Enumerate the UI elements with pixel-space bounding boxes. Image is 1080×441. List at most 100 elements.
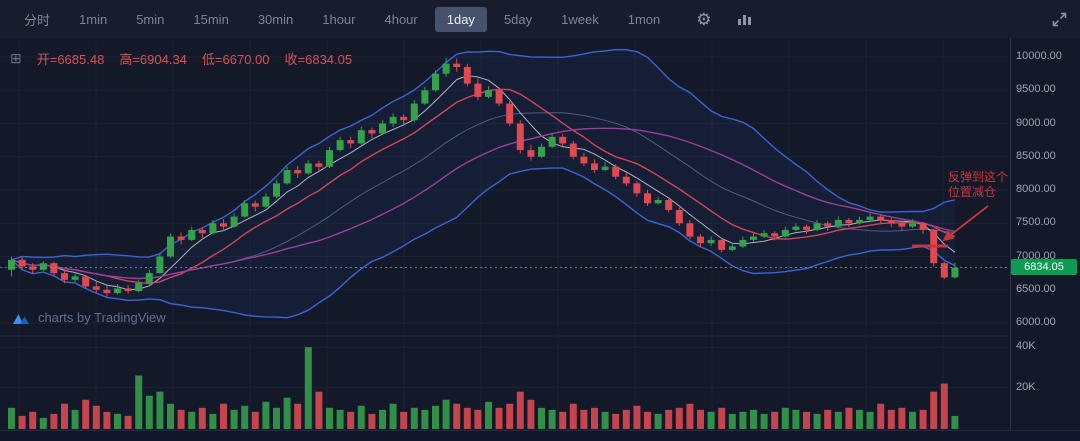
candle — [230, 216, 238, 227]
candle — [145, 273, 153, 284]
volume-bar — [400, 411, 408, 429]
volume-bar — [697, 409, 704, 429]
time-axis[interactable] — [0, 430, 1080, 441]
volume-bar — [686, 403, 694, 429]
volume-bar — [124, 415, 132, 429]
tradingview-watermark[interactable]: charts by TradingView — [12, 310, 166, 325]
timeframe-1min[interactable]: 1min — [67, 7, 119, 32]
candle — [856, 219, 863, 224]
candle — [251, 203, 259, 207]
ohlc-high: 高=6904.34 — [119, 52, 187, 67]
timeframe-1hour[interactable]: 1hour — [310, 7, 367, 32]
volume-bar — [198, 407, 206, 429]
volume-bar — [580, 409, 588, 429]
timeframe-分时[interactable]: 分时 — [12, 5, 62, 34]
volume-bar — [633, 405, 641, 429]
candle — [622, 176, 630, 184]
volume-bar — [39, 417, 47, 429]
candle — [241, 203, 249, 217]
indicator-icon[interactable] — [736, 11, 752, 27]
candle — [792, 226, 800, 230]
candle — [71, 276, 79, 280]
watermark-text: charts by TradingView — [38, 310, 166, 325]
volume-bar — [18, 415, 26, 429]
volume-bar — [50, 413, 58, 429]
settings-gear-icon[interactable]: ⚙ — [696, 9, 712, 29]
timeframe-15min[interactable]: 15min — [181, 7, 240, 32]
candle — [506, 103, 514, 124]
annotation-layer — [912, 205, 989, 248]
candle — [156, 256, 164, 274]
volume-bar — [856, 409, 863, 429]
volume-bar — [781, 407, 789, 429]
candle — [474, 83, 482, 97]
volume-bar — [527, 399, 535, 429]
timeframe-30min[interactable]: 30min — [246, 7, 305, 32]
candle — [220, 223, 227, 227]
volume-bar — [760, 413, 768, 429]
candle — [516, 123, 524, 151]
grid-icon[interactable]: ⊞ — [10, 50, 22, 66]
volume-bar — [813, 413, 821, 429]
volume-bar — [220, 403, 227, 429]
volume-bar — [230, 409, 238, 429]
volume-bar — [8, 407, 15, 429]
volume-bar — [442, 399, 450, 429]
candle — [559, 136, 567, 144]
timeframe-list: 分时 1min 5min 15min 30min 1hour 4hour 1day 5day 1w… — [12, 5, 672, 34]
candle — [707, 239, 715, 244]
candle — [760, 233, 768, 237]
candle — [304, 163, 312, 174]
timeframe-5min[interactable]: 5min — [124, 7, 176, 32]
timeframe-5day[interactable]: 5day — [492, 7, 544, 32]
candle — [909, 223, 916, 227]
volume-bar — [61, 403, 68, 429]
volume-bar — [82, 399, 90, 429]
volume-bar — [866, 411, 874, 429]
candle — [940, 263, 948, 278]
candle — [697, 236, 704, 244]
candle — [167, 236, 174, 257]
volume-bar — [622, 409, 630, 429]
volume-bar — [103, 411, 111, 429]
candle — [919, 223, 927, 230]
volume-bar — [188, 411, 196, 429]
candle — [29, 266, 37, 270]
volume-bar — [930, 391, 938, 429]
candle — [379, 123, 386, 134]
timeframe-4hour[interactable]: 4hour — [372, 7, 429, 32]
volume-bar — [432, 405, 439, 429]
candle — [8, 259, 15, 270]
timeframe-1day[interactable]: 1day — [434, 6, 487, 32]
volume-bar — [771, 411, 779, 429]
volume-bar — [739, 411, 747, 429]
candle — [262, 196, 270, 207]
candle — [485, 90, 492, 97]
volume-bar — [591, 407, 598, 429]
candle — [103, 289, 111, 294]
volume-bar — [516, 391, 524, 429]
volume-bar — [283, 397, 291, 429]
candle — [739, 239, 747, 247]
volume-bar — [601, 411, 609, 429]
volume-bar — [675, 407, 683, 429]
volume-bar — [209, 413, 217, 429]
tradingview-logo-icon — [13, 313, 29, 324]
fullscreen-icon[interactable] — [1051, 11, 1068, 28]
candle — [750, 236, 757, 240]
volume-bar — [71, 409, 79, 429]
candle — [813, 223, 821, 230]
candle — [92, 286, 100, 290]
candle — [209, 223, 217, 234]
candle — [781, 229, 789, 237]
ohlc-low: 低=6670.00 — [201, 52, 270, 67]
volume-bar — [548, 409, 556, 429]
volume-bar — [347, 411, 355, 429]
volume-bar — [495, 407, 503, 429]
timeframe-1week[interactable]: 1week — [549, 7, 611, 32]
candle — [845, 219, 853, 224]
timeframe-1mon[interactable]: 1mon — [616, 7, 673, 32]
volume-bar — [569, 403, 577, 429]
candle — [644, 193, 651, 204]
